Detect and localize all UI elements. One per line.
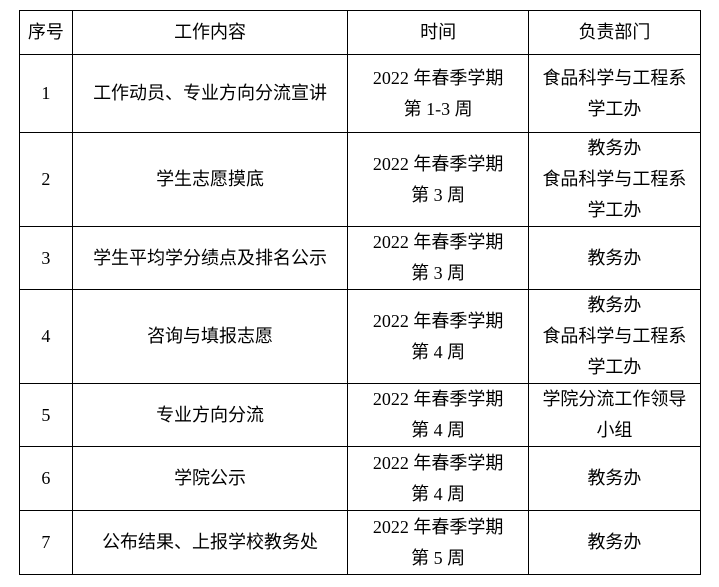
schedule-table: 序号 工作内容 时间 负责部门 1 工作动员、专业方向分流宣讲 2022 年春季学期… [19, 10, 702, 575]
cell-dept: 教务办 [527, 446, 702, 511]
cell-time-line: 2022 年春季学期 [372, 452, 504, 473]
cell-no: 7 [19, 510, 73, 575]
cell-time: 2022 年春季学期第 4 周 [347, 383, 529, 447]
cell-time-line: 2022 年春季学期 [372, 153, 504, 174]
cell-time-line: 2022 年春季学期 [372, 310, 504, 331]
cell-no: 4 [19, 289, 73, 384]
table-row: 1 工作动员、专业方向分流宣讲 2022 年春季学期第 1-3 周食品科学与工程系学… [19, 54, 702, 133]
cell-time-line: 2022 年春季学期 [372, 67, 504, 88]
table-row: 4 咨询与填报志愿 2022 年春季学期第 4 周教务办 食品科学与工程系 学工办 [19, 289, 702, 384]
cell-time-line: 2022 年春季学期 [372, 389, 504, 409]
cell-time: 2022 年春季学期第 3 周 [347, 226, 529, 290]
cell-time-line: 第 4 周 [411, 483, 466, 504]
cell-time-line: 2022 年春季学期 [372, 232, 504, 252]
cell-dept-line: 教务办 [587, 247, 642, 268]
table-row: 5 专业方向分流 2022 年春季学期第 4 周学院分流工作领导 小组 [19, 383, 702, 447]
cell-dept-line: 学院分流工作领导 [542, 389, 687, 409]
cell-task: 专业方向分流 [71, 383, 349, 447]
cell-dept-line: 学工办 [587, 98, 642, 119]
header-time: 时间 [347, 10, 529, 55]
cell-task: 学生志愿摸底 [71, 132, 349, 227]
cell-time-line: 2022 年春季学期 [372, 516, 504, 537]
cell-time-line: 第 4 周 [411, 420, 466, 440]
cell-dept-line: 教务办 [587, 138, 642, 158]
cell-time: 2022 年春季学期第 3 周 [347, 132, 529, 227]
header-no: 序号 [19, 10, 73, 55]
cell-time: 2022 年春季学期第 1-3 周 [347, 54, 529, 133]
cell-time: 2022 年春季学期第 4 周 [347, 289, 529, 384]
cell-dept: 教务办 [527, 510, 702, 575]
cell-dept-line: 食品科学与工程系 [542, 67, 687, 88]
table-row: 6 学院公示 2022 年春季学期第 4 周教务办 [19, 446, 702, 511]
cell-time-line: 第 3 周 [411, 184, 466, 205]
cell-task: 咨询与填报志愿 [71, 289, 349, 384]
cell-task: 学院公示 [71, 446, 349, 511]
cell-dept-line: 食品科学与工程系 [542, 326, 687, 346]
cell-time-line: 第 5 周 [411, 547, 466, 568]
cell-dept: 教务办食品科学与工程系 学工办 [527, 289, 702, 384]
cell-dept-line: 学工办 [587, 357, 642, 377]
cell-time-line: 第 4 周 [411, 341, 466, 362]
cell-dept: 教务办 [527, 226, 702, 290]
cell-dept-line: 教务办 [587, 532, 642, 552]
cell-dept: 学院分流工作领导 小组 [527, 383, 702, 447]
cell-no: 5 [19, 383, 73, 447]
header-dept: 负责部门 [527, 10, 702, 55]
cell-no: 2 [19, 132, 73, 227]
cell-dept-line: 小组 [596, 420, 633, 440]
header-row: 序号 工作内容 时间 负责部门 [19, 10, 702, 55]
cell-task: 工作动员、专业方向分流宣讲 [71, 54, 349, 133]
cell-no: 1 [19, 54, 73, 133]
cell-dept-line: 学工办 [587, 200, 642, 220]
table-row: 3 学生平均学分绩点及排名公示 2022 年春季学期第 3 周教务办 [19, 226, 702, 290]
cell-task: 学生平均学分绩点及排名公示 [71, 226, 349, 290]
cell-dept-line: 教务办 [587, 295, 642, 315]
cell-time-line: 第 1-3 周 [403, 98, 473, 119]
cell-dept-line: 食品科学与工程系 [542, 169, 687, 189]
cell-dept: 教务办食品科学与工程系 学工办 [527, 132, 702, 227]
cell-task: 公布结果、上报学校教务处 [71, 510, 349, 575]
cell-dept-line: 教务办 [587, 468, 642, 488]
cell-dept: 食品科学与工程系 学工办 [527, 54, 702, 133]
cell-time: 2022 年春季学期第 5 周 [347, 510, 529, 575]
header-task: 工作内容 [71, 10, 349, 55]
cell-no: 6 [19, 446, 73, 511]
table-row: 2 学生志愿摸底 2022 年春季学期第 3 周教务办 食品科学与工程系 学工办 [19, 132, 702, 227]
cell-no: 3 [19, 226, 73, 290]
table-row: 7 公布结果、上报学校教务处 2022 年春季学期第 5 周教务办 [19, 510, 702, 575]
cell-time: 2022 年春季学期第 4 周 [347, 446, 529, 511]
cell-time-line: 第 3 周 [411, 263, 466, 283]
